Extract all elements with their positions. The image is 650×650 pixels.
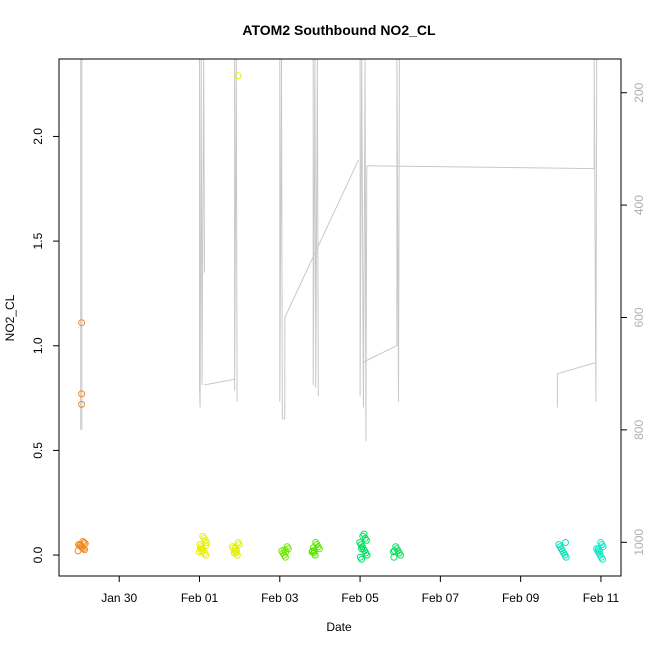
data-point (309, 544, 317, 552)
data-point (359, 532, 367, 540)
x-tick-label: Feb 01 (181, 591, 219, 605)
data-point (308, 548, 316, 556)
data-point (76, 541, 84, 549)
y-axis-label: NO2_CL (3, 294, 17, 341)
x-tick-label: Feb 09 (502, 591, 540, 605)
x-axis: Jan 30 Feb 01 Feb 03 Feb 05 Feb 07 Feb 09 Feb … (101, 576, 619, 605)
data-point (555, 541, 563, 549)
y-tick-label: 2.0 (31, 128, 45, 145)
x-axis-label: Date (326, 620, 352, 634)
pressure-line-segment (362, 58, 400, 402)
y-tick-label: 1.5 (31, 232, 45, 249)
y2-tick-label: 600 (632, 307, 646, 327)
data-point (78, 319, 86, 327)
data-point (230, 549, 238, 557)
data-point (391, 547, 398, 555)
x-tick-label: Feb 07 (422, 591, 460, 605)
y2-tick-label: 200 (632, 82, 646, 102)
y2-tick-label: 800 (632, 420, 646, 440)
data-point (597, 539, 605, 546)
y-axis-left: 0.0 0.5 1.0 1.5 2.0 (31, 128, 59, 563)
data-point (358, 545, 366, 553)
line-series-layer (80, 58, 598, 442)
data-point (229, 543, 236, 551)
data-point (78, 400, 86, 408)
pressure-line-segment (556, 362, 597, 408)
data-point (196, 545, 204, 553)
data-point (281, 546, 289, 554)
data-point (78, 390, 86, 398)
pressure-line-segment (234, 58, 238, 402)
y2-tick-label: 1000 (632, 529, 646, 556)
x-tick-label: Feb 11 (583, 591, 620, 605)
pressure-line-segment (366, 58, 598, 402)
y-axis-right: 200 400 600 800 1000 (621, 82, 646, 556)
y-tick-label: 1.0 (31, 337, 45, 354)
data-point (594, 545, 602, 553)
chart-title: ATOM2 Southbound NO2_CL (242, 22, 436, 38)
data-point (562, 539, 569, 546)
data-point (278, 547, 286, 555)
pressure-line-segment (199, 58, 205, 408)
points-layer (74, 72, 607, 563)
pressure-line-segment (312, 58, 319, 397)
data-point (234, 72, 242, 80)
pressure-line-segment (284, 159, 359, 318)
y-tick-label: 0.5 (31, 442, 45, 459)
pressure-line-segment (279, 58, 286, 420)
pressure-line-segment (204, 378, 235, 386)
y2-tick-label: 400 (632, 195, 646, 215)
data-point (232, 544, 239, 552)
x-tick-label: Jan 30 (101, 591, 137, 605)
pressure-line-segment (359, 58, 368, 442)
data-point (389, 548, 397, 556)
data-point (202, 542, 210, 550)
data-point (195, 548, 203, 556)
data-point (356, 553, 364, 561)
x-tick-label: Feb 05 (341, 591, 379, 605)
x-tick-label: Feb 03 (261, 591, 299, 605)
data-point (356, 539, 364, 546)
y-tick-label: 0.0 (31, 546, 45, 563)
data-point (199, 532, 207, 540)
plot-frame (58, 58, 622, 577)
